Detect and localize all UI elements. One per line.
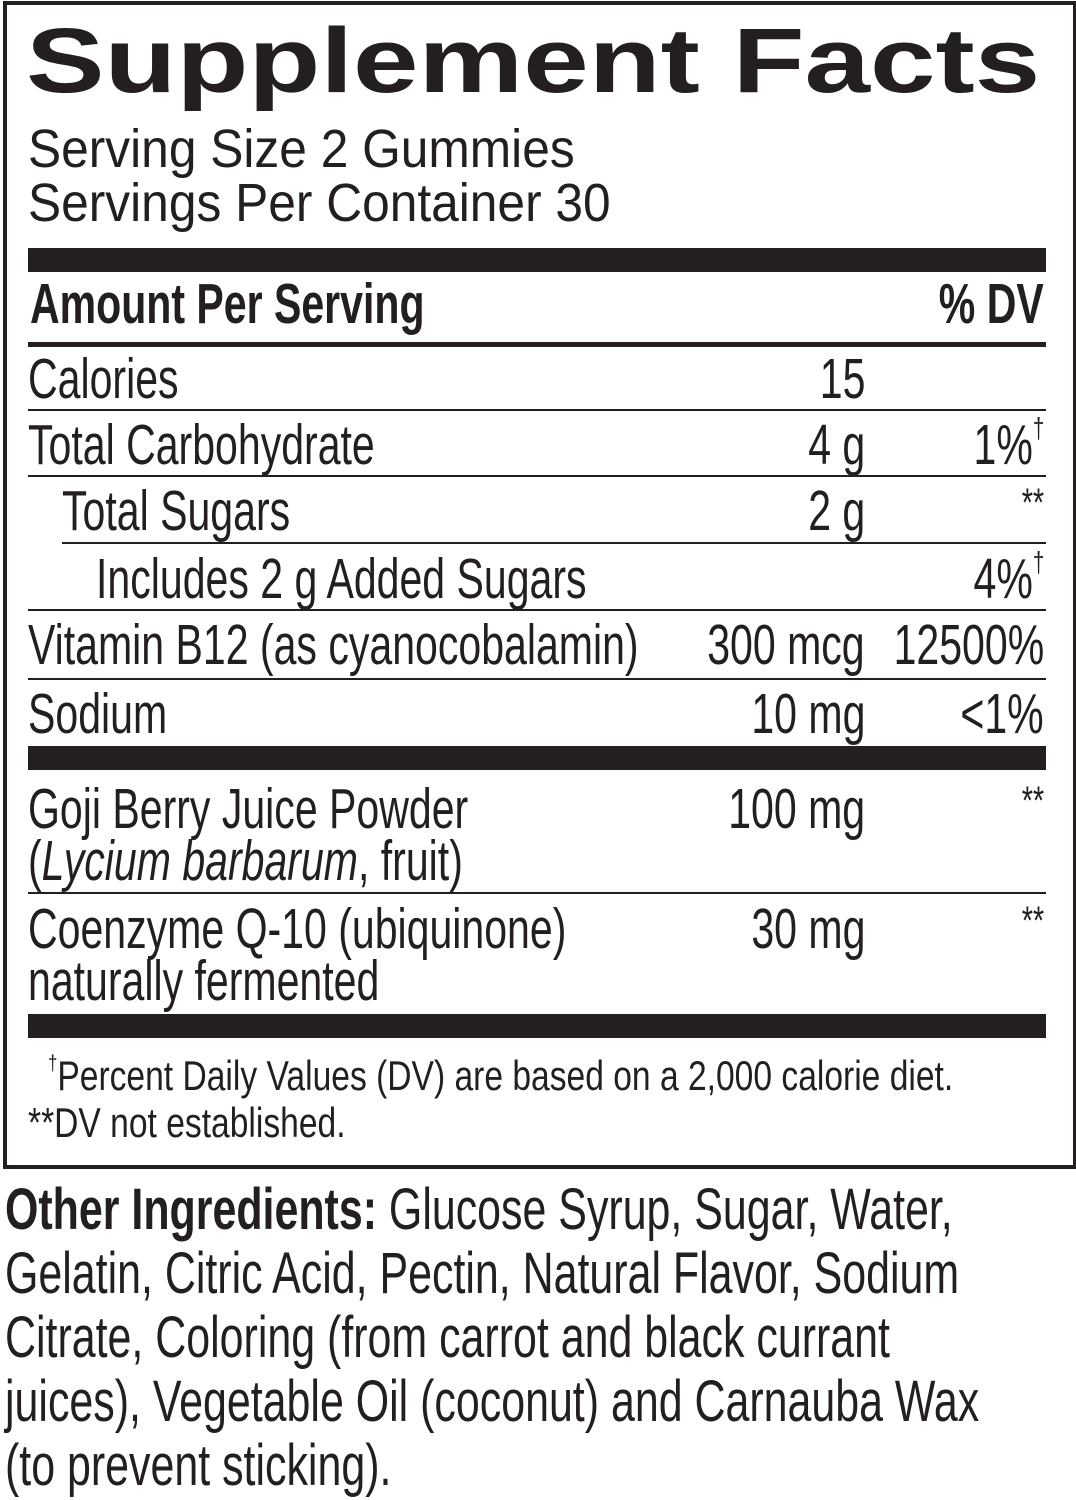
row-amount-total-sugars: 2 g bbox=[807, 479, 865, 543]
row-divider bbox=[28, 475, 1046, 477]
row-divider bbox=[28, 892, 1046, 894]
footnote-star: **DV not established. bbox=[28, 1102, 346, 1144]
row-name-coq10-line2: naturally fermented bbox=[28, 949, 380, 1013]
header-divider bbox=[28, 342, 1046, 347]
amount-per-serving-header: Amount Per Serving bbox=[30, 272, 425, 336]
row-name-calories: Calories bbox=[28, 347, 179, 411]
thick-divider bbox=[28, 746, 1046, 770]
row-amount-total-carbohydrate: 4 g bbox=[807, 413, 865, 477]
row-name-goji-berry: Goji Berry Juice Powder bbox=[28, 777, 469, 841]
row-dv-vitamin-b12: 12500% bbox=[893, 613, 1044, 677]
dagger-symbol: † bbox=[48, 1052, 58, 1075]
footnote-dagger: †Percent Daily Values (DV) are based on … bbox=[48, 1052, 954, 1099]
row-divider bbox=[28, 409, 1046, 411]
latin-name: Lycium barbarum bbox=[41, 829, 358, 893]
row-name-vitamin-b12: Vitamin B12 (as cyanocobalamin) bbox=[28, 613, 639, 677]
serving-size: Serving Size 2 Gummies bbox=[28, 119, 575, 179]
other-ingredients-line: Other Ingredients: Glucose Syrup, Sugar,… bbox=[5, 1181, 953, 1239]
dagger-mark: † bbox=[1032, 413, 1044, 445]
row-name-coq10: Coenzyme Q-10 (ubiquinone) bbox=[28, 897, 567, 961]
dv-header: % DV bbox=[939, 272, 1044, 336]
row-amount-coq10: 30 mg bbox=[750, 897, 865, 961]
ingredients-text: Glucose Syrup, Sugar, Water, bbox=[377, 1177, 953, 1242]
source-part: , fruit) bbox=[357, 829, 463, 893]
row-dv-total-carbohydrate: 1%† bbox=[973, 415, 1044, 474]
dv-value: 4% bbox=[973, 547, 1033, 611]
paren: ( bbox=[28, 829, 42, 893]
row-amount-vitamin-b12: 300 mcg bbox=[707, 613, 865, 677]
other-ingredients-line: juices), Vegetable Oil (coconut) and Car… bbox=[5, 1369, 980, 1434]
dv-value: 1% bbox=[973, 413, 1033, 477]
other-ingredients-label: Other Ingredients: bbox=[5, 1177, 378, 1242]
row-name-goji-berry-source: (Lycium barbarum, fruit) bbox=[28, 833, 463, 890]
row-divider bbox=[62, 542, 1046, 544]
row-dv-total-sugars: ** bbox=[1021, 481, 1044, 525]
row-dv-added-sugars: 4%† bbox=[973, 549, 1044, 608]
row-dv-sodium: <1% bbox=[960, 682, 1044, 746]
other-ingredients-line: Citrate, Coloring (from carrot and black… bbox=[5, 1305, 890, 1370]
panel-title: Supplement Facts bbox=[26, 10, 1041, 112]
row-divider bbox=[28, 609, 1046, 611]
thick-divider bbox=[28, 248, 1046, 272]
row-name-added-sugars: Includes 2 g Added Sugars bbox=[96, 547, 587, 611]
row-amount-calories: 15 bbox=[819, 347, 865, 411]
row-dv-goji-berry: ** bbox=[1021, 779, 1044, 823]
other-ingredients-line: (to prevent sticking). bbox=[5, 1433, 392, 1498]
row-amount-goji-berry: 100 mg bbox=[728, 777, 865, 841]
dagger-mark: † bbox=[1032, 547, 1044, 579]
footnote-text: Percent Daily Values (DV) are based on a… bbox=[57, 1052, 954, 1099]
star-symbol: ** bbox=[28, 1099, 55, 1146]
row-divider bbox=[28, 678, 1046, 680]
thick-divider bbox=[28, 1014, 1046, 1038]
servings-per-container: Servings Per Container 30 bbox=[28, 173, 611, 233]
row-name-total-carbohydrate: Total Carbohydrate bbox=[28, 413, 375, 477]
row-amount-sodium: 10 mg bbox=[750, 682, 865, 746]
row-dv-coq10: ** bbox=[1021, 899, 1044, 943]
supplement-facts-panel bbox=[3, 1, 1076, 1169]
other-ingredients-line: Gelatin, Citric Acid, Pectin, Natural Fl… bbox=[5, 1241, 960, 1306]
footnote-text: DV not established. bbox=[54, 1099, 346, 1146]
row-name-sodium: Sodium bbox=[28, 682, 168, 746]
row-name-total-sugars: Total Sugars bbox=[62, 479, 291, 543]
